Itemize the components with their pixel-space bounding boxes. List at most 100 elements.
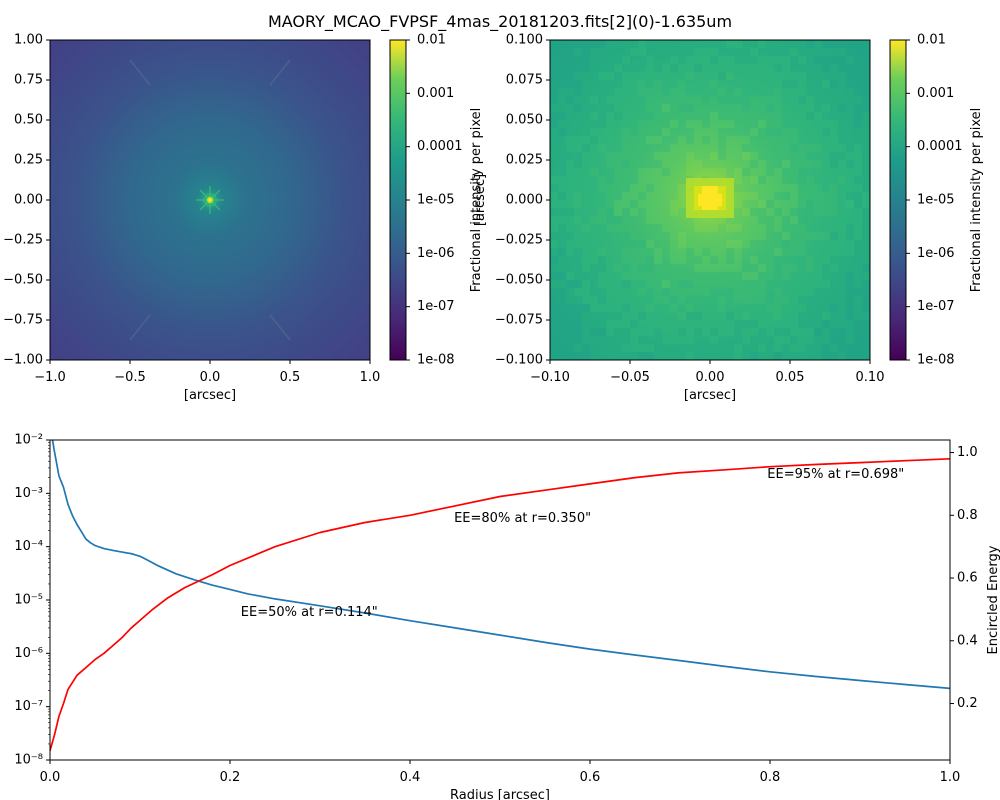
speckle-pixel xyxy=(742,192,750,200)
speckle-pixel xyxy=(622,56,630,64)
speckle-pixel xyxy=(734,112,742,120)
speckle-pixel xyxy=(550,56,558,64)
speckle-pixel xyxy=(718,224,726,232)
speckle-pixel xyxy=(646,64,654,72)
speckle-pixel xyxy=(830,176,838,184)
speckle-pixel xyxy=(846,80,854,88)
speckle-pixel xyxy=(822,344,830,352)
speckle-pixel xyxy=(678,304,686,312)
speckle-pixel xyxy=(654,248,662,256)
speckle-pixel xyxy=(718,344,726,352)
speckle-pixel xyxy=(550,200,558,208)
speckle-pixel xyxy=(830,80,838,88)
speckle-pixel xyxy=(718,72,726,80)
speckle-pixel xyxy=(590,280,598,288)
speckle-pixel xyxy=(582,336,590,344)
speckle-pixel xyxy=(742,176,750,184)
speckle-pixel xyxy=(830,136,838,144)
speckle-pixel xyxy=(678,72,686,80)
speckle-pixel xyxy=(782,160,790,168)
speckle-pixel xyxy=(758,160,766,168)
speckle-pixel xyxy=(830,328,838,336)
speckle-pixel xyxy=(686,64,694,72)
speckle-pixel xyxy=(742,272,750,280)
speckle-pixel xyxy=(798,312,806,320)
speckle-pixel xyxy=(694,288,702,296)
speckle-pixel xyxy=(590,224,598,232)
speckle-pixel xyxy=(814,160,822,168)
speckle-pixel xyxy=(590,216,598,224)
speckle-pixel xyxy=(670,344,678,352)
speckle-pixel xyxy=(798,264,806,272)
speckle-pixel xyxy=(766,168,774,176)
speckle-pixel xyxy=(710,96,718,104)
speckle-pixel xyxy=(854,296,862,304)
speckle-pixel xyxy=(662,240,670,248)
speckle-pixel xyxy=(550,184,558,192)
speckle-pixel xyxy=(750,48,758,56)
speckle-pixel xyxy=(686,104,694,112)
speckle-pixel xyxy=(702,120,710,128)
speckle-pixel xyxy=(726,320,734,328)
speckle-pixel xyxy=(646,352,654,360)
speckle-pixel xyxy=(550,160,558,168)
speckle-pixel xyxy=(566,64,574,72)
psf-core-x-axis: −0.10 −0.05 0.00 0.05 0.10 xyxy=(530,360,884,385)
speckle-pixel xyxy=(638,40,646,48)
speckle-pixel xyxy=(686,248,694,256)
speckle-pixel xyxy=(614,160,622,168)
speckle-pixel xyxy=(862,64,870,72)
speckle-pixel xyxy=(766,152,774,160)
speckle-pixel xyxy=(590,136,598,144)
speckle-pixel xyxy=(830,88,838,96)
speckle-pixel xyxy=(694,144,702,152)
speckle-pixel xyxy=(670,120,678,128)
speckle-pixel xyxy=(582,176,590,184)
speckle-pixel xyxy=(742,72,750,80)
speckle-pixel xyxy=(662,112,670,120)
speckle-pixel xyxy=(694,104,702,112)
speckle-pixel xyxy=(654,104,662,112)
speckle-pixel xyxy=(662,128,670,136)
speckle-pixel xyxy=(550,176,558,184)
speckle-pixel xyxy=(862,72,870,80)
speckle-pixel xyxy=(582,280,590,288)
speckle-pixel xyxy=(854,56,862,64)
y-tick-label: 0.025 xyxy=(506,153,543,168)
speckle-pixel xyxy=(638,216,646,224)
speckle-pixel xyxy=(814,72,822,80)
speckle-pixel xyxy=(766,120,774,128)
speckle-pixel xyxy=(726,80,734,88)
speckle-pixel xyxy=(630,96,638,104)
speckle-pixel xyxy=(646,112,654,120)
speckle-pixel xyxy=(758,216,766,224)
speckle-pixel xyxy=(686,272,694,280)
speckle-pixel xyxy=(630,88,638,96)
speckle-pixel xyxy=(766,336,774,344)
psf-core-peak xyxy=(686,178,734,218)
speckle-pixel xyxy=(606,336,614,344)
speckle-pixel xyxy=(710,128,718,136)
speckle-pixel xyxy=(590,312,598,320)
speckle-pixel xyxy=(862,144,870,152)
speckle-pixel xyxy=(550,304,558,312)
speckle-pixel xyxy=(598,232,606,240)
speckle-pixel xyxy=(582,352,590,360)
speckle-pixel xyxy=(646,144,654,152)
speckle-pixel xyxy=(678,64,686,72)
speckle-pixel xyxy=(750,216,758,224)
speckle-pixel xyxy=(766,264,774,272)
speckle-pixel xyxy=(582,288,590,296)
speckle-pixel xyxy=(774,232,782,240)
speckle-pixel xyxy=(638,88,646,96)
speckle-pixel xyxy=(822,56,830,64)
speckle-pixel xyxy=(726,240,734,248)
speckle-pixel xyxy=(638,224,646,232)
speckle-pixel xyxy=(662,56,670,64)
speckle-pixel xyxy=(782,168,790,176)
speckle-pixel xyxy=(550,272,558,280)
speckle-pixel xyxy=(726,160,734,168)
speckle-pixel xyxy=(750,248,758,256)
speckle-pixel xyxy=(702,216,710,224)
speckle-pixel xyxy=(606,280,614,288)
